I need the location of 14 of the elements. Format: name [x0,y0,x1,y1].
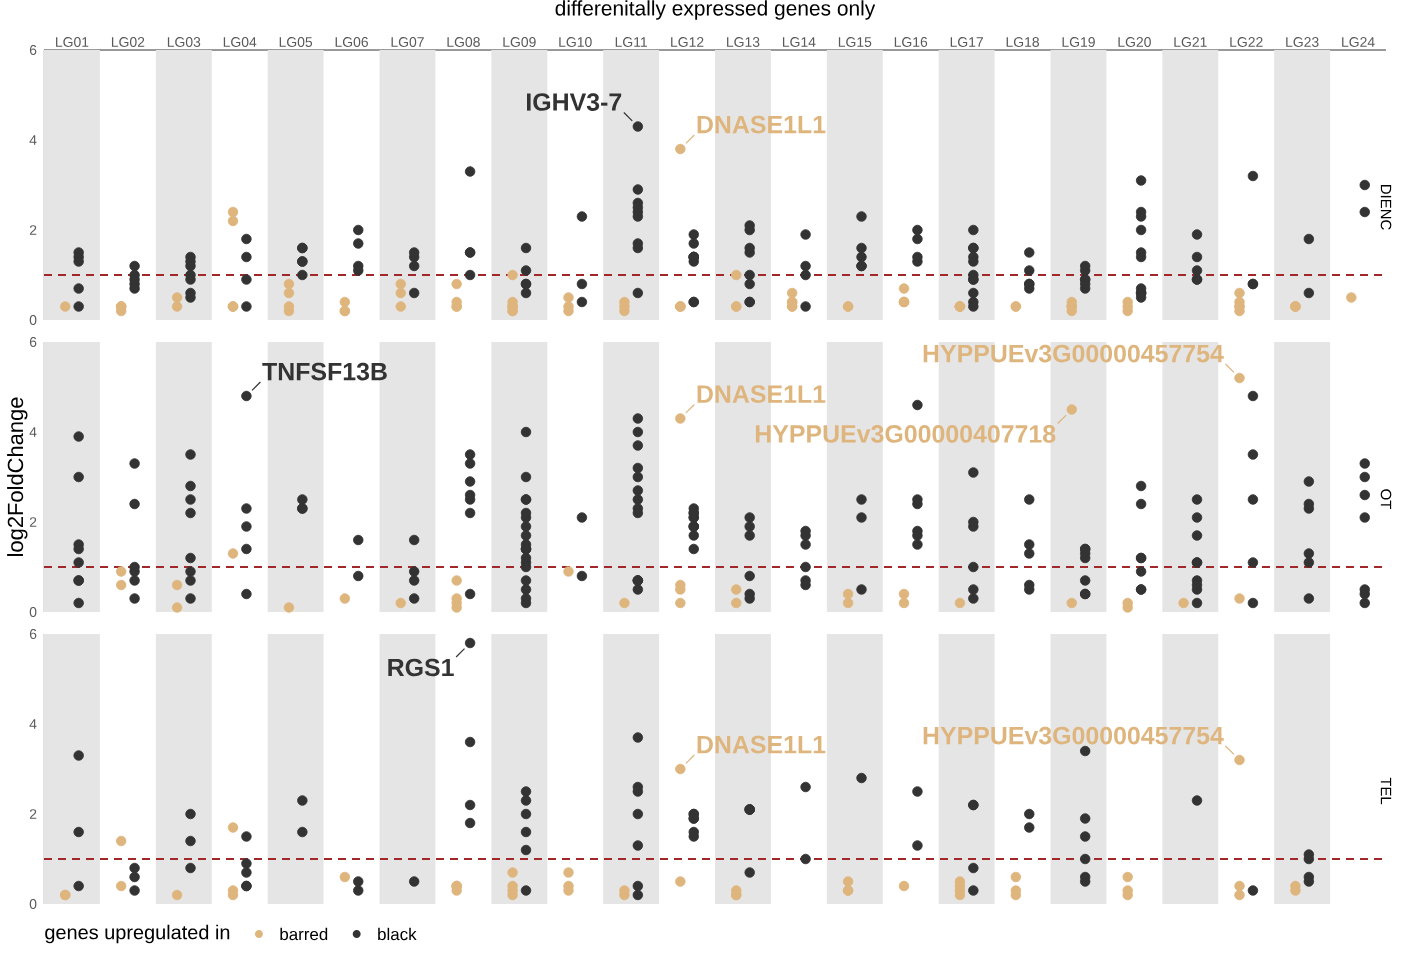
annotation: DNASE1L1 [697,735,826,754]
annotation: DNASE1L1 [697,115,826,134]
annotation: HYPPUEv3G00000407718 [755,425,1056,443]
legend-title: genes upregulated in [45,924,230,944]
y-axis-title: log2FoldChange [7,397,28,556]
annotation: HYPPUEv3G00000457754 [923,726,1224,745]
annotation: IGHV3-7 [527,93,622,111]
annotation: HYPPUEv3G00000457754 [923,344,1224,363]
annotation: TNFSF13B [262,362,387,381]
legend-label: barred [280,927,328,941]
annotation: RGS1 [388,658,454,677]
chart-title: differenitally expressed genes only [555,0,876,20]
annotation: DNASE1L1 [697,385,826,403]
legend-label: black [378,927,417,941]
